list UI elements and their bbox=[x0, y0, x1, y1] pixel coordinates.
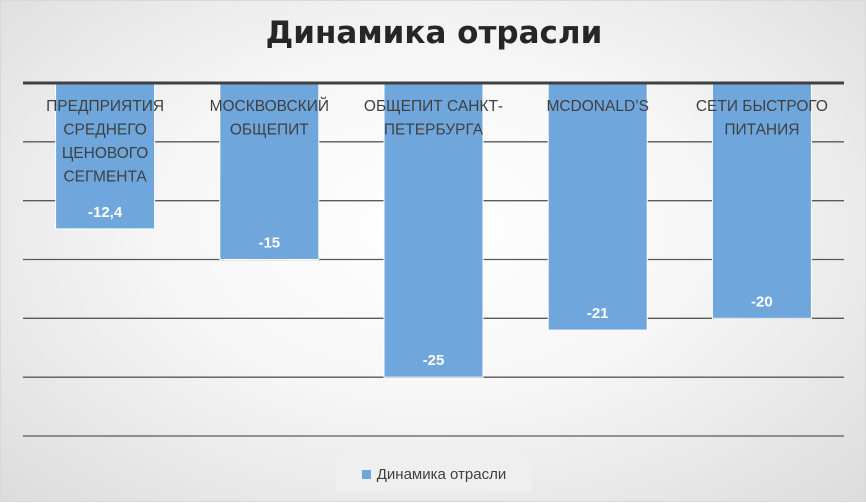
legend: Динамика отрасли bbox=[336, 457, 532, 492]
bar bbox=[547, 82, 648, 331]
category-label-line: СЕГМЕНТА bbox=[63, 169, 147, 186]
bar bbox=[383, 82, 484, 378]
category-label: MCDONALD’S bbox=[546, 98, 648, 115]
category-label-line: МОСКВОВСКИЙ bbox=[210, 97, 329, 115]
data-label: -15 bbox=[258, 235, 280, 252]
category-label: МОСКВОВСКИЙ ОБЩЕПИТ bbox=[210, 97, 329, 139]
legend-swatch bbox=[361, 470, 371, 479]
category-label: СЕТИ БЫСТРОГО ПИТАНИЯ bbox=[696, 98, 828, 139]
category-label-line: MCDONALD’S bbox=[546, 98, 648, 115]
labels: -12,4 ПРЕДПРИЯТИЯ СРЕДНЕГО ЦЕНОВОГО СЕГМЕНТА… bbox=[46, 97, 828, 369]
data-label: -21 bbox=[587, 305, 609, 322]
bar bbox=[55, 82, 156, 230]
category-label-line: СЕТИ БЫСТРОГО bbox=[696, 98, 828, 115]
category-label: ПРЕДПРИЯТИЯ СРЕДНЕГО ЦЕНОВОГО СЕГМЕНТА bbox=[46, 98, 164, 186]
bar bbox=[711, 82, 812, 319]
legend-label: Динамика отрасли bbox=[376, 466, 507, 483]
category-label: ОБЩЕПИТ САНКТ- ПЕТЕРБУРГА bbox=[364, 98, 503, 139]
data-label: -25 bbox=[423, 352, 445, 369]
bar bbox=[219, 82, 320, 260]
category-label-line: ОБЩЕПИТ bbox=[230, 122, 309, 139]
category-label-line: ПРЕДПРИЯТИЯ bbox=[46, 98, 164, 115]
data-label: -20 bbox=[751, 293, 773, 310]
chart-title: Динамика отрасли bbox=[265, 15, 603, 51]
bars bbox=[55, 82, 812, 378]
category-label-line: СРЕДНЕГО bbox=[63, 122, 146, 139]
data-label: -12,4 bbox=[88, 204, 123, 221]
category-label-line: ПЕТЕРБУРГА bbox=[384, 122, 484, 139]
category-label-line: ОБЩЕПИТ САНКТ- bbox=[364, 98, 503, 115]
category-label-line: ПИТАНИЯ bbox=[724, 122, 799, 139]
category-label-line: ЦЕНОВОГО bbox=[62, 145, 149, 162]
